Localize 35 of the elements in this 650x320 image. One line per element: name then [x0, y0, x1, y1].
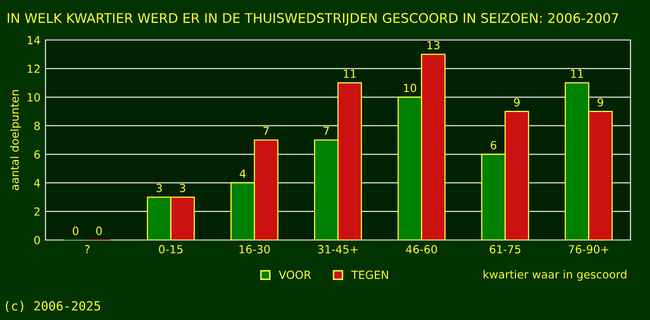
- data-label: 13: [427, 40, 440, 50]
- data-label: 7: [264, 126, 269, 135]
- data-label: 4: [240, 170, 246, 178]
- data-label: 9: [514, 98, 520, 106]
- data-label: 11: [571, 70, 584, 78]
- data-label: 0: [96, 226, 102, 236]
- y-tick-label: 4: [34, 178, 40, 188]
- y-tick-label: 0: [34, 236, 40, 244]
- x-tick-label: 46-60: [406, 245, 437, 254]
- y-tick-label: 10: [28, 93, 40, 102]
- x-tick-label: 61-75: [490, 245, 520, 254]
- text: (c) 2006-2025: [6, 300, 100, 312]
- x-tick-label: 76-90+: [568, 245, 608, 254]
- legend-label: TEGEN: [351, 270, 388, 280]
- y-tick-label: 6: [34, 150, 40, 159]
- data-label: 11: [344, 70, 356, 78]
- y-tick-label: 12: [28, 64, 40, 73]
- x-tick-label: 16-30: [240, 245, 270, 254]
- data-label: 7: [324, 126, 329, 135]
- data-label: 3: [180, 184, 186, 192]
- x-axis-title: kwartier waar in gescoord: [484, 270, 626, 281]
- y-tick-label: 2: [34, 207, 40, 216]
- x-tick-label: 31-45+: [318, 245, 358, 254]
- data-label: 9: [598, 98, 604, 106]
- legend-label: VOOR: [278, 270, 312, 280]
- chart-title: IN WELK KWARTIER WERD ER IN DE THUISWEDSTRIJDEN GESCOORD IN SEIZOEN: 2006-2007: [8, 13, 618, 26]
- data-label: 6: [490, 140, 496, 150]
- x-tick-label: 0-15: [158, 245, 182, 254]
- y-tick-label: 8: [34, 122, 40, 130]
- data-label: 10: [404, 84, 416, 92]
- x-tick-label: ?: [85, 245, 90, 254]
- y-tick-label: 14: [28, 36, 40, 44]
- data-label: 3: [156, 184, 162, 192]
- data-label: 0: [72, 226, 78, 236]
- y-axis-title: aantal doelpunten: [10, 90, 21, 190]
